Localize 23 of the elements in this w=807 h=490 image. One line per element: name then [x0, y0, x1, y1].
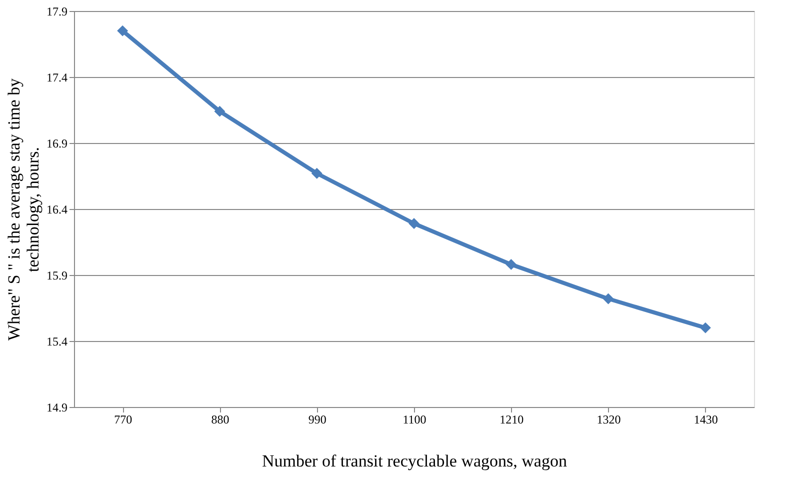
x-tick-label: 770: [114, 412, 132, 426]
point: [117, 25, 128, 36]
x-tick-label: 1100: [402, 412, 426, 426]
x-axis-title: Number of transit recyclable wagons, wagon: [262, 452, 568, 470]
x-tick-label: 1430: [694, 412, 718, 426]
point: [311, 168, 322, 179]
point: [214, 106, 226, 117]
x-tick-label: 1320: [596, 412, 621, 426]
x-tick-label: 880: [211, 412, 230, 426]
point: [700, 322, 711, 334]
y-tick-label: 16.4: [46, 202, 68, 216]
y-tick-label: 16.9: [46, 136, 68, 150]
y-axis-title: Where" S " is the average stay time by technology, hours.: [4, 78, 42, 341]
point: [506, 258, 517, 270]
x-tick-label: 1210: [500, 412, 524, 426]
point: [408, 218, 420, 229]
y-tick-label: 15.4: [46, 334, 68, 348]
point: [602, 293, 614, 304]
x-tick-label: 990: [308, 412, 326, 426]
y-tick-label: 15.9: [46, 268, 68, 282]
y-tick-label: 17.4: [46, 70, 68, 84]
y-tick-label: 14.9: [46, 400, 68, 414]
y-tick-label: 17.9: [46, 4, 68, 18]
